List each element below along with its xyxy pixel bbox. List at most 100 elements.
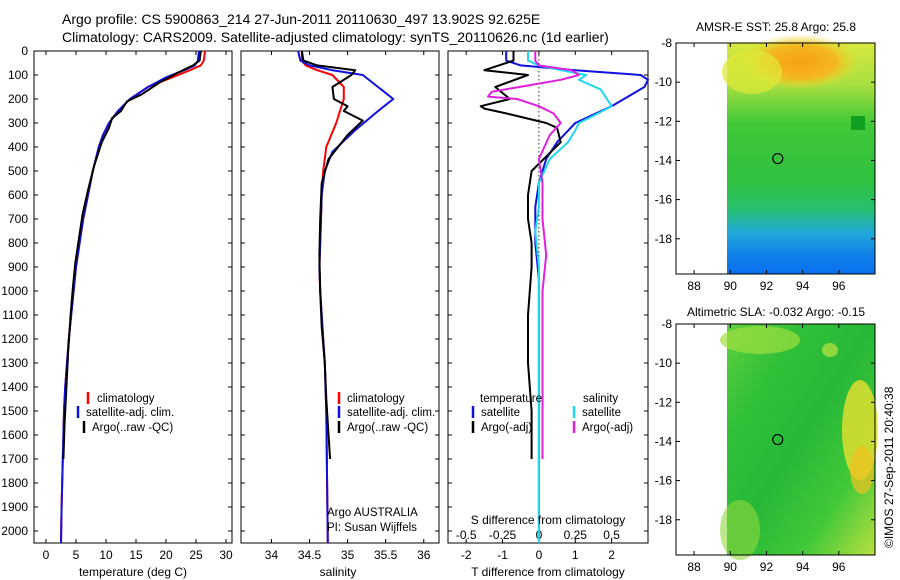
sla-light-patch (720, 326, 800, 354)
depth-tick-label: 1500 (1, 404, 28, 418)
series-line-satellite-adj-clim (60, 50, 200, 544)
x-tick-label: 35 (341, 548, 355, 562)
legend-temperature-title: temperature (480, 393, 542, 405)
series-line-argo-raw-qc (300, 50, 364, 460)
s-difference-label: S difference from climatology (471, 513, 626, 527)
depth-tick-label: 1100 (2, 308, 28, 322)
temperature-ticks: 0 5 10 15 20 25 30 (43, 51, 233, 562)
map-x-tick-label: 88 (687, 560, 701, 574)
difference-axes-frame (447, 50, 649, 544)
depth-tick-label: 400 (8, 140, 28, 154)
depth-tick-label: 100 (8, 68, 28, 82)
s-tick-label: -0.25 (489, 528, 517, 542)
series-line-climatology (60, 50, 206, 544)
x-tick-label: 5 (73, 548, 80, 562)
depth-tick-label: 1600 (1, 428, 28, 442)
map-x-tick-label: 94 (796, 279, 810, 293)
sst-yellow-patch (722, 50, 782, 94)
x-tick-label: 15 (129, 548, 143, 562)
depth-tick-label: 1400 (1, 380, 28, 394)
sla-orange-patch (850, 446, 874, 494)
x-tick-label: 2 (608, 548, 615, 562)
depth-tick-label: 1800 (1, 476, 28, 490)
difference-legend: temperature satellite Argo(-adj) salinit… (471, 393, 633, 434)
legend-s-satellite-label: satellite (582, 407, 621, 419)
difference-panel: -2 -1 0 1 2 -0.5 -0.25 0 0.25 0.5 S difference f… (447, 50, 649, 579)
depth-tick-label: 1300 (1, 356, 28, 370)
x-tick-label: 30 (219, 548, 233, 562)
sla-map-frame (675, 323, 876, 556)
map-y-tick-label: -18 (655, 232, 673, 246)
x-tick-label: 36 (417, 548, 431, 562)
salinity-ticks: 34 34.5 35 35.5 36 (265, 51, 431, 562)
series-line-salinity-argo-adj (487, 51, 580, 459)
temperature-panel: 0100200300400500600700800900100011001200… (1, 44, 648, 579)
series-line-climatology (300, 51, 345, 544)
sst-small-patch (851, 116, 865, 130)
map-x-tick-label: 90 (724, 560, 738, 574)
map-y-tick-label: -14 (655, 153, 673, 167)
series-line-salinity-satellite (527, 51, 613, 543)
depth-tick-label: 600 (8, 188, 28, 202)
x-tick-label: 0 (536, 548, 543, 562)
sla-map-title: Altimetric SLA: -0.032 Argo: -0.15 (687, 305, 865, 319)
legend-argo-label: Argo(..raw -QC) (92, 422, 173, 434)
depth-ticks: 0 100 200 300 400 500 600 700 800 900 1000 1100 1200… (1, 44, 648, 538)
series-line-temperature-argo-adj (479, 51, 562, 459)
salinity-xlabel: salinity (320, 565, 357, 579)
map-x-tick-label: 92 (760, 560, 774, 574)
s-tick-label: -0.5 (456, 528, 477, 542)
t-difference-xlabel: T difference from climatology (471, 565, 625, 579)
x-tick-label: -1 (497, 548, 508, 562)
map-x-tick-label: 92 (760, 279, 774, 293)
temperature-legend: climatology satellite-adj. clim. Argo(..… (76, 392, 174, 434)
institution-note: Argo AUSTRALIA (327, 507, 418, 519)
sst-map-frame (675, 42, 876, 275)
sst-map-ticks: 88 90 92 94 96 -8 -10 -12 -14 -16 -18 (655, 36, 875, 293)
map-y-tick-label: -10 (655, 356, 673, 370)
x-tick-label: 25 (189, 548, 203, 562)
temperature-axes-frame (33, 50, 233, 544)
temperature-xlabel: temperature (deg C) (79, 565, 187, 579)
depth-tick-label: 300 (8, 116, 28, 130)
series-line-argo-raw-qc (62, 50, 202, 460)
sst-map-title: AMSR-E SST: 25.8 Argo: 25.8 (696, 20, 856, 34)
difference-series (479, 51, 649, 543)
sla-map: Altimetric SLA: -0.032 Argo: -0.15 88 90 9… (655, 305, 878, 574)
x-tick-label: 35.5 (374, 548, 398, 562)
depth-tick-label: 500 (8, 164, 28, 178)
x-tick-label: -2 (461, 548, 472, 562)
map-y-tick-label: -18 (655, 513, 673, 527)
map-x-tick-label: 96 (832, 560, 846, 574)
x-tick-label: 1 (572, 548, 579, 562)
legend-satellite-label: satellite-adj. clim. (86, 407, 174, 419)
map-y-tick-label: -10 (655, 75, 673, 89)
legend-salinity-title: salinity (583, 393, 618, 405)
sla-map-ticks: 88 90 92 94 96 -8 -10 -12 -14 -16 -18 (655, 317, 875, 574)
sla-light-dot (822, 343, 838, 357)
map-x-tick-label: 90 (724, 279, 738, 293)
map-y-tick-label: -8 (661, 36, 672, 50)
depth-tick-label: 0 (21, 44, 28, 58)
depth-tick-label: 900 (8, 260, 28, 274)
pi-note: PI: Susan Wijffels (327, 522, 417, 534)
depth-tick-label: 2000 (1, 524, 28, 538)
depth-tick-label: 700 (8, 212, 28, 226)
legend-climatology-label: climatology (347, 393, 405, 405)
legend-t-argo-label: Argo(-adj) (481, 422, 532, 434)
depth-tick-label: 1700 (1, 452, 28, 466)
legend-climatology-label: climatology (97, 393, 155, 405)
map-x-tick-label: 96 (832, 279, 846, 293)
series-line-satellite-adj-clim (297, 50, 395, 544)
map-y-tick-label: -16 (655, 474, 673, 488)
figure-subtitle: Climatology: CARS2009. Satellite-adjuste… (62, 29, 609, 45)
depth-tick-label: 1000 (1, 284, 28, 298)
map-y-tick-label: -8 (661, 317, 672, 331)
s-tick-label: 0.25 (564, 528, 588, 542)
map-x-tick-label: 88 (687, 279, 701, 293)
salinity-axes-frame (240, 50, 440, 544)
legend-t-satellite-label: satellite (481, 407, 520, 419)
map-y-tick-label: -14 (655, 434, 673, 448)
sst-map: AMSR-E SST: 25.8 Argo: 25.8 88 90 92 94 96 -8… (655, 20, 876, 293)
